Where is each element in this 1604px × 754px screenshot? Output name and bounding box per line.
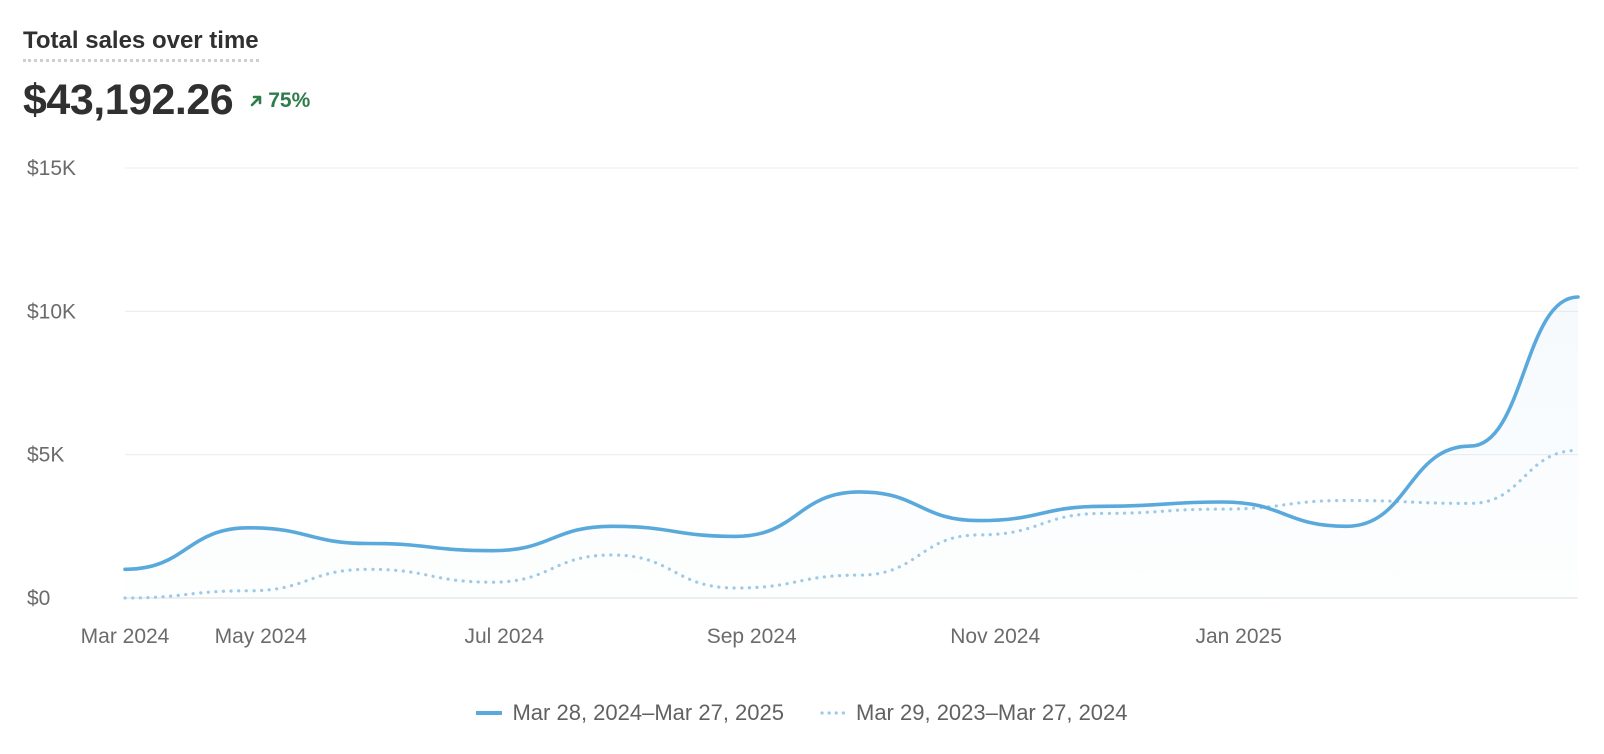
legend-item-current[interactable]: Mar 28, 2024–Mar 27, 2025 xyxy=(476,700,784,726)
legend-label-previous: Mar 29, 2023–Mar 27, 2024 xyxy=(856,700,1128,725)
data-point-previous[interactable] xyxy=(608,551,616,559)
data-point-previous[interactable] xyxy=(1466,499,1474,507)
data-point-current[interactable] xyxy=(121,565,129,573)
arrow-up-right-icon xyxy=(250,95,262,107)
data-point-current[interactable] xyxy=(855,488,863,496)
data-point-previous[interactable] xyxy=(1219,505,1227,513)
data-point-previous[interactable] xyxy=(488,578,496,586)
y-tick-label: $5K xyxy=(27,444,64,467)
data-point-previous[interactable] xyxy=(975,531,983,539)
chart-legend: Mar 28, 2024–Mar 27, 2025 Mar 29, 2023–M… xyxy=(0,700,1604,726)
solid-line-swatch-icon xyxy=(476,711,503,715)
metric-row: $43,192.26 75% xyxy=(23,74,310,126)
data-point-previous[interactable] xyxy=(1342,497,1350,505)
data-point-current[interactable] xyxy=(1466,442,1474,450)
legend-label-current: Mar 28, 2024–Mar 27, 2025 xyxy=(512,700,784,725)
data-point-current[interactable] xyxy=(1219,498,1227,506)
data-point-current[interactable] xyxy=(1574,293,1582,301)
series-line-current[interactable] xyxy=(123,295,1580,572)
data-point-previous[interactable] xyxy=(1099,509,1107,517)
data-point-current[interactable] xyxy=(1099,502,1107,510)
data-point-current[interactable] xyxy=(608,522,616,530)
data-point-previous[interactable] xyxy=(855,571,863,579)
legend-item-previous[interactable]: Mar 29, 2023–Mar 27, 2024 xyxy=(820,700,1128,726)
data-point-previous[interactable] xyxy=(121,594,129,602)
data-point-previous[interactable] xyxy=(1574,446,1582,454)
sales-line-chart: $0 $5K $10K $15K Mar 2024 May 2024 Jul 2024 Sep… xyxy=(27,157,1582,648)
data-point-current[interactable] xyxy=(364,540,372,548)
y-tick-label: $0 xyxy=(27,587,50,610)
data-point-current[interactable] xyxy=(245,524,253,532)
percent-change-badge: 75% xyxy=(249,89,310,113)
x-tick-label: Sep 2024 xyxy=(707,625,797,648)
x-tick-label: Mar 2024 xyxy=(81,625,170,648)
percent-change-value: 75% xyxy=(268,89,311,112)
x-tick-label: Jul 2024 xyxy=(465,625,545,648)
data-point-previous[interactable] xyxy=(245,587,253,595)
dotted-line-swatch-icon xyxy=(820,711,846,715)
data-point-current[interactable] xyxy=(975,517,983,525)
total-sales-value: $43,192.26 xyxy=(23,75,234,124)
x-tick-label: May 2024 xyxy=(215,625,308,648)
y-tick-label: $10K xyxy=(27,300,76,323)
series-area-current xyxy=(125,297,1578,598)
data-point-current[interactable] xyxy=(1342,522,1350,530)
data-point-current[interactable] xyxy=(732,532,740,540)
data-point-previous[interactable] xyxy=(364,565,372,573)
data-point-previous[interactable] xyxy=(732,584,740,592)
chart-title[interactable]: Total sales over time xyxy=(23,26,259,62)
data-point-current[interactable] xyxy=(488,547,496,555)
y-tick-label: $15K xyxy=(27,157,76,180)
x-tick-label: Nov 2024 xyxy=(950,625,1040,648)
x-tick-label: Jan 2025 xyxy=(1195,625,1281,648)
